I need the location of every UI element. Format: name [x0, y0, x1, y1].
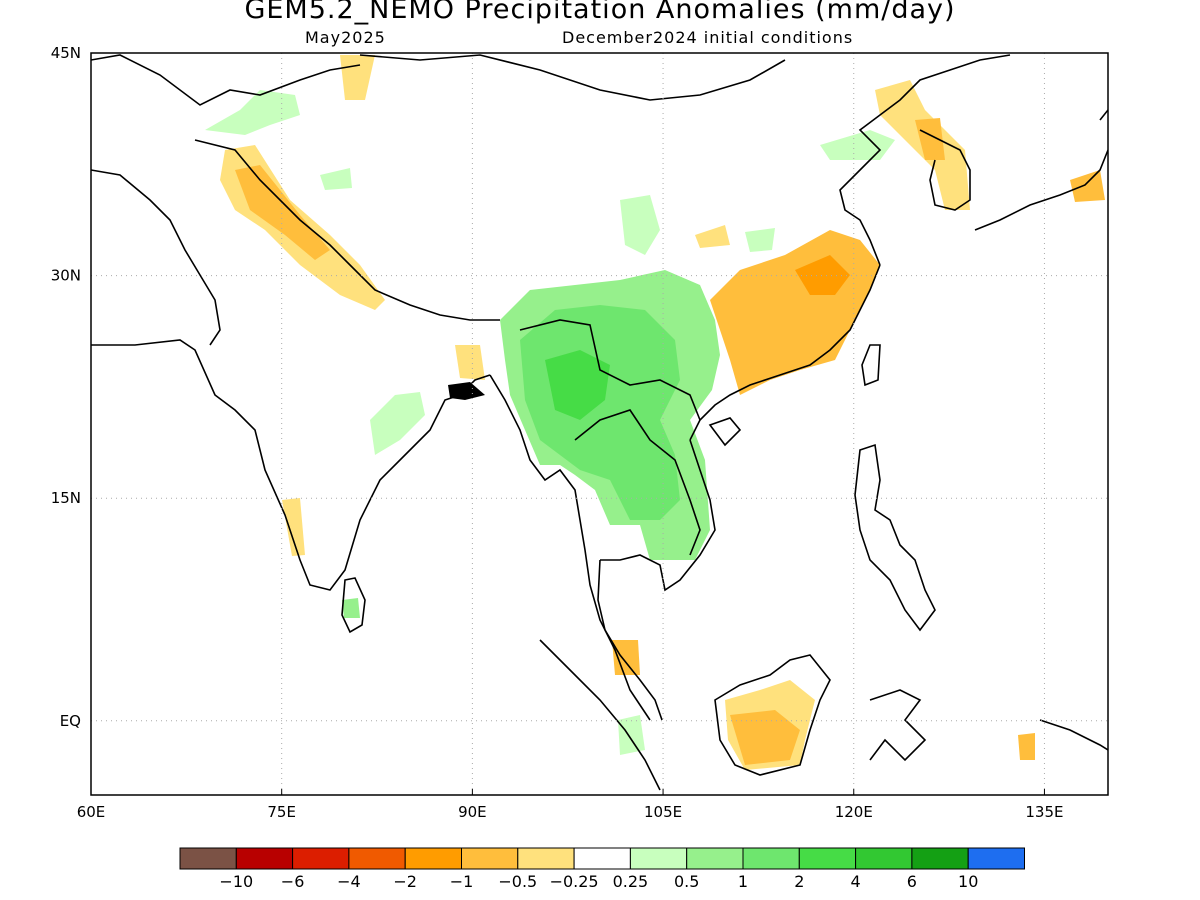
anomaly-dry-sulawesi [1018, 733, 1035, 760]
colorbar-swatch [911, 847, 969, 870]
colorbar-swatch [292, 847, 350, 870]
coastline-thailand-gulf [600, 439, 716, 592]
anomaly-dry-east-china-edge [695, 225, 730, 248]
lat-tick-label: EQ [60, 712, 81, 730]
border-mongolia [359, 54, 786, 101]
anomaly-wet-central-asia-2 [320, 168, 352, 190]
colorbar-labels: −10 −6 −4 −2 −1 −0.5 −0.25 0.25 0.5 1 2 4 6 10 [219, 872, 978, 891]
lat-tick-label: 45N [51, 44, 81, 62]
colorbar-label: 6 [907, 872, 917, 891]
coastline-malay-peninsula [597, 559, 663, 721]
coastline-india [91, 339, 491, 591]
colorbar-swatch [404, 847, 463, 870]
colorbar-swatch [348, 847, 406, 870]
anomaly-wet-india-east [370, 392, 425, 455]
coastline-sumatra [539, 639, 661, 791]
anomaly-dry-bangladesh [455, 345, 485, 380]
anomaly-wet-srilanka [342, 598, 360, 618]
anomaly-dry-borneo-core [730, 710, 800, 765]
coastlines [91, 54, 1108, 791]
anomaly-wet-tibet-2 [745, 228, 775, 252]
colorbar-label: −10 [219, 872, 253, 891]
coastline-china-east [839, 54, 1011, 266]
colorbar-label: −2 [393, 872, 417, 891]
colorbar-label: 0.5 [674, 872, 699, 891]
border-central-asia [91, 54, 361, 106]
colorbar-swatch [798, 847, 857, 870]
anomaly-wet-nchina [820, 130, 895, 160]
anomaly-wet-sumatra [618, 715, 645, 755]
border-iran-pakistan [91, 169, 221, 346]
colorbar-swatch [235, 847, 294, 870]
lon-tick-label: 120E [835, 803, 873, 821]
colorbar-swatch [179, 847, 237, 870]
colorbar-swatch [742, 847, 800, 870]
colorbar-swatch [629, 847, 688, 870]
lat-tick-label: 15N [51, 489, 81, 507]
lat-tick-label: 30N [51, 267, 81, 285]
colorbar-swatch [573, 847, 631, 870]
coastline-korea [919, 129, 971, 211]
anomaly-fields [205, 55, 1105, 770]
anomaly-dry-malaysia [612, 640, 640, 675]
coastline-sulawesi [869, 689, 927, 762]
colorbar-swatch [517, 847, 575, 870]
colorbar-label: −1 [450, 872, 474, 891]
coastline-borneo [714, 654, 831, 776]
coastline-myanmar [489, 374, 651, 721]
latitude-axis: 45N 30N 15N EQ [51, 44, 81, 730]
lon-tick-label: 60E [77, 803, 106, 821]
colorbar-label: 4 [851, 872, 861, 891]
coastline-philippines [854, 443, 936, 632]
anomaly-wet-tibet [620, 195, 660, 255]
lon-tick-label: 135E [1025, 803, 1063, 821]
lon-tick-label: 105E [644, 803, 682, 821]
colorbar-label: 10 [958, 872, 978, 891]
lon-tick-label: 75E [267, 803, 296, 821]
border-myanmar-laos [519, 319, 701, 421]
initial-conditions-label: December2024 initial conditions [562, 28, 854, 47]
anomaly-wet-myanmar-max [545, 350, 610, 420]
colorbar-label: −0.5 [498, 872, 537, 891]
forecast-month: May2025 [305, 28, 386, 47]
border-himalaya [194, 139, 500, 321]
colorbar-label: 0.25 [613, 872, 649, 891]
colorbar [179, 847, 1026, 870]
colorbar-swatch [967, 847, 1026, 870]
colorbar-label: −0.25 [550, 872, 599, 891]
anomaly-dry-japan [1070, 170, 1105, 202]
colorbar-swatch [461, 847, 519, 870]
anomaly-dry-north [340, 55, 375, 100]
anomaly-wet-central-asia [205, 90, 300, 135]
longitude-axis: 60E 75E 90E 105E 120E 135E [77, 789, 1063, 821]
coastline-japan [974, 109, 1108, 231]
map-title: GEM5.2_NEMO Precipitation Anomalies (mm/… [244, 0, 956, 25]
ganges-delta-shade [448, 382, 485, 400]
coastline-new-guinea [1039, 719, 1108, 751]
anomaly-dry-india-south [282, 498, 305, 556]
colorbar-label: 2 [794, 872, 804, 891]
coastline-hainan [708, 417, 742, 447]
lon-tick-label: 90E [458, 803, 487, 821]
colorbar-label: −6 [281, 872, 305, 891]
coastline-taiwan [861, 344, 881, 387]
border-thailand [574, 409, 701, 556]
anomaly-dry-himalaya-core [235, 165, 330, 260]
colorbar-label: 1 [738, 872, 748, 891]
anomaly-dry-korea-core [915, 118, 945, 160]
colorbar-label: −4 [337, 872, 361, 891]
colorbar-swatch [855, 847, 913, 870]
coastline-srilanka [341, 577, 366, 634]
coastline-vietnam [689, 264, 881, 441]
map-frame [90, 52, 1109, 796]
colorbar-swatch [686, 847, 744, 870]
anomaly-dry-east-china-core [795, 255, 850, 295]
